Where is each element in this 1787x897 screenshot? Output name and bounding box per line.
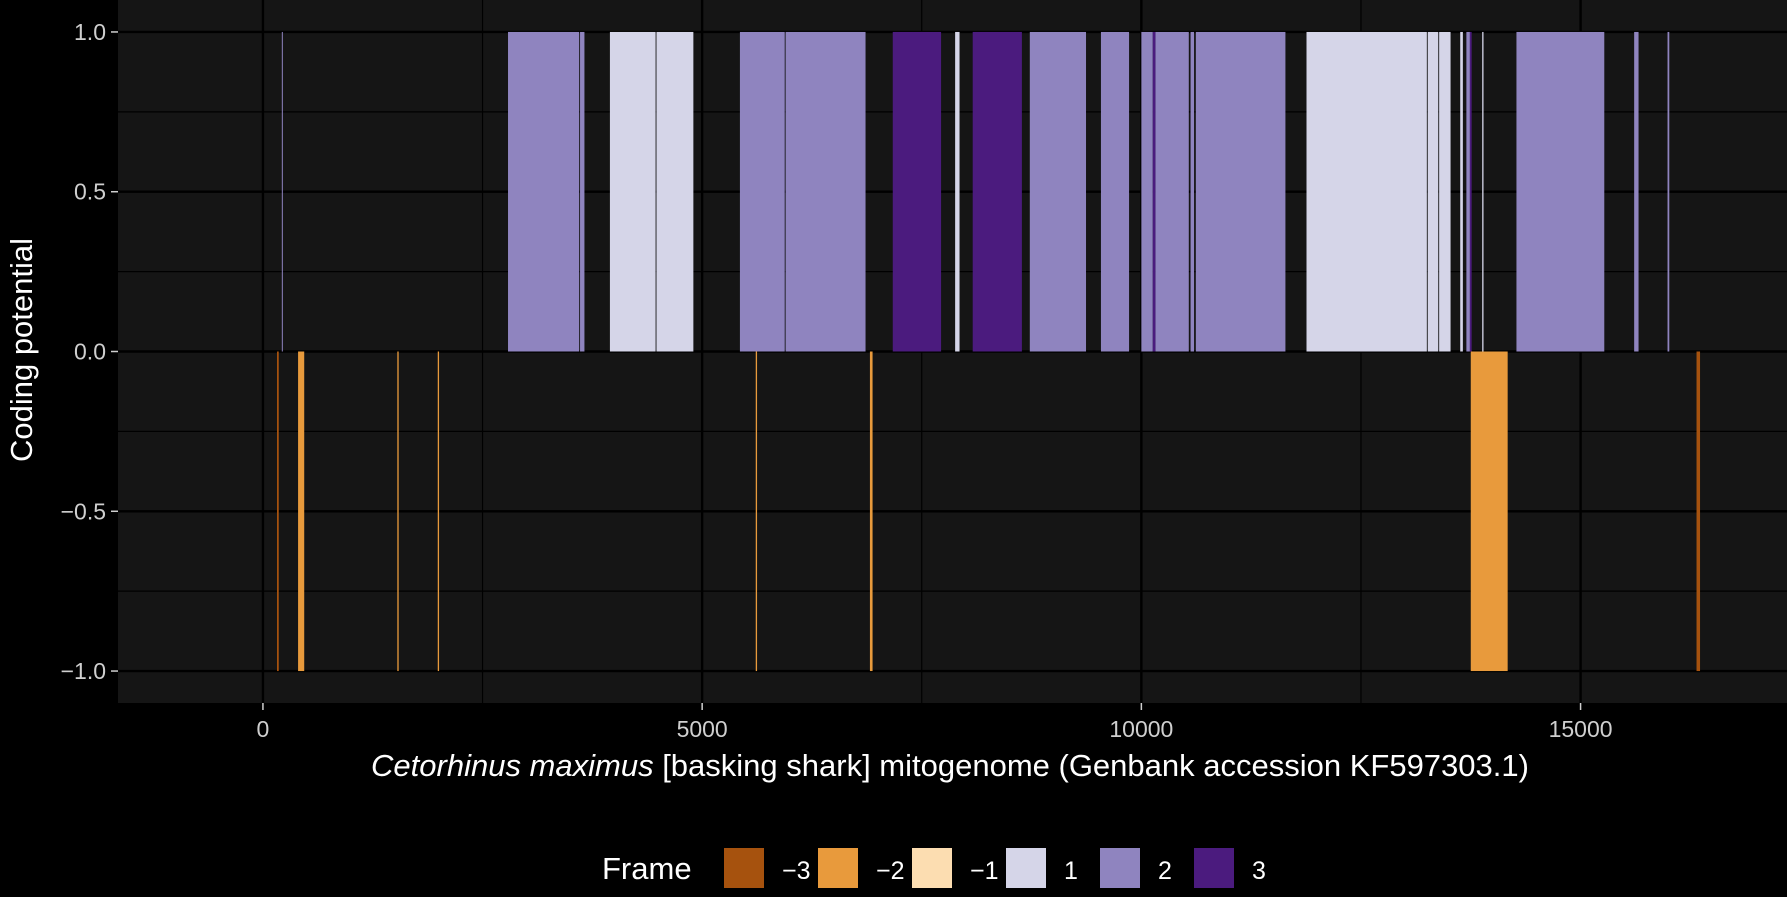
- coding-bar-frame-1: [1460, 31, 1463, 352]
- y-tick-label: 1.0: [74, 19, 106, 45]
- coding-bar-frame-1: [656, 31, 694, 352]
- coding-bar-frame--3: [276, 351, 279, 672]
- coding-bar-frame-2: [1195, 31, 1286, 352]
- legend-swatch-frame-2: [1100, 848, 1140, 888]
- coding-bar-frame-3: [972, 31, 1022, 352]
- coding-bar-frame-1: [955, 31, 960, 352]
- coding-bar-frame-3: [892, 31, 942, 352]
- legend-label-frame--1: −1: [970, 857, 999, 885]
- legend-label-frame-2: 2: [1158, 857, 1172, 885]
- y-tick-label: −0.5: [61, 498, 106, 524]
- coding-bar-frame--3: [1696, 351, 1701, 672]
- coding-bar-frame--2: [755, 351, 758, 672]
- x-tick-label: 15000: [1549, 716, 1613, 742]
- coding-bar-frame--2: [298, 351, 305, 672]
- coding-bar-frame-3: [1152, 31, 1156, 352]
- coding-bar-frame-1: [1439, 31, 1451, 352]
- coding-bar-frame-1: [609, 31, 656, 352]
- legend-label-frame-1: 1: [1064, 857, 1078, 885]
- legend-title: Frame: [602, 851, 692, 886]
- legend-swatch-frame-1: [1006, 848, 1046, 888]
- legend-swatch-frame-3: [1194, 848, 1234, 888]
- coding-bar-frame-1: [1306, 31, 1427, 352]
- legend-label-frame--2: −2: [876, 857, 905, 885]
- x-axis-title-species: Cetorhinus maximus: [371, 748, 654, 783]
- coding-bar-frame--2: [869, 351, 873, 672]
- x-axis-title-rest: [basking shark] mitogenome (Genbank acce…: [654, 748, 1529, 783]
- coding-bar-frame-2: [1634, 31, 1639, 352]
- coding-bar-frame-2: [281, 31, 283, 352]
- coding-bar-frame-2: [580, 31, 585, 352]
- x-axis-title: Cetorhinus maximus [basking shark] mitog…: [371, 748, 1529, 783]
- y-axis-title: Coding potential: [4, 238, 39, 462]
- coding-bars: [276, 31, 1701, 672]
- y-tick-label: 0.5: [74, 179, 106, 205]
- x-axis-ticks: 0 5000 10000 15000: [257, 703, 1613, 742]
- coding-bar-frame-2: [508, 31, 580, 352]
- coding-bar-frame-1: [1427, 31, 1439, 352]
- legend-swatch-frame--2: [818, 848, 858, 888]
- y-tick-label: 0.0: [74, 339, 106, 365]
- y-tick-label: −1.0: [61, 658, 106, 684]
- coding-bar-frame-2: [1466, 31, 1470, 352]
- coding-bar-frame-2: [1100, 31, 1130, 352]
- coding-bar-frame-2: [785, 31, 866, 352]
- x-tick-label: 0: [257, 716, 270, 742]
- coding-bar-frame-1: [1482, 31, 1484, 352]
- x-tick-label: 5000: [677, 716, 728, 742]
- coding-bar-frame-2: [1667, 31, 1670, 352]
- coding-bar-frame--2: [437, 351, 440, 672]
- coding-bar-frame-2: [739, 31, 785, 352]
- coding-bar-frame-2: [1141, 31, 1153, 352]
- coding-bar-frame--2: [397, 351, 399, 672]
- coding-bar-frame-2: [1516, 31, 1605, 352]
- coding-bar-frame-2: [1029, 31, 1087, 352]
- legend-label-frame-3: 3: [1252, 857, 1266, 885]
- y-axis-ticks: −1.0 −0.5 0.0 0.5 1.0: [61, 19, 118, 684]
- x-tick-label: 10000: [1109, 716, 1173, 742]
- coding-bar-frame-2: [1190, 31, 1195, 352]
- legend-swatch-frame--3: [724, 848, 764, 888]
- legend-label-frame--3: −3: [782, 857, 811, 885]
- coding-bar-frame-3: [1469, 31, 1472, 352]
- coding-bar-frame-2: [1155, 31, 1189, 352]
- frame-legend: Frame −3 −2 −1 1 2 3: [602, 848, 1266, 888]
- legend-swatch-frame--1: [912, 848, 952, 888]
- coding-bar-frame--2: [1470, 351, 1508, 672]
